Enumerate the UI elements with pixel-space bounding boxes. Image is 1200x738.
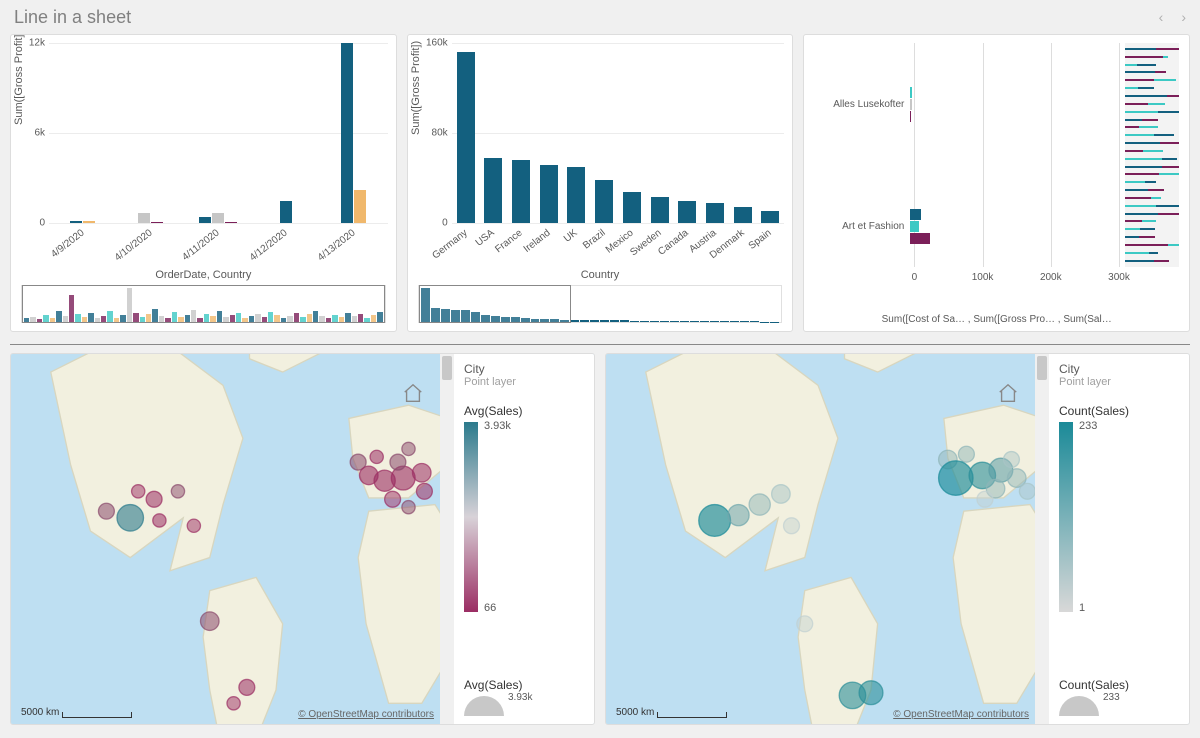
bar[interactable]: [910, 209, 920, 220]
nav-next[interactable]: ›: [1181, 9, 1186, 25]
bar[interactable]: [910, 87, 912, 98]
bar[interactable]: [910, 233, 929, 244]
map-point[interactable]: [117, 505, 144, 532]
bar[interactable]: [910, 111, 911, 122]
divider: [10, 344, 1190, 345]
map-point[interactable]: [390, 454, 406, 470]
map-point[interactable]: [98, 503, 114, 519]
chart-country[interactable]: Sum([Gross Profit]) 080k160k GermanyUSAF…: [407, 34, 794, 332]
map-point[interactable]: [1019, 483, 1035, 499]
bar[interactable]: [761, 211, 779, 223]
bar[interactable]: [280, 201, 292, 224]
page-title: Line in a sheet: [14, 7, 131, 28]
map-point[interactable]: [859, 681, 883, 705]
chart-orderdate-country[interactable]: Sum([Gross Profit]) 06k12k 4/9/20204/10/…: [10, 34, 397, 332]
chart-horizontal[interactable]: 0100k200k300k Alles LusekofterArt et Fas…: [803, 34, 1190, 332]
map2-legend: City Point layer Count(Sales) 233 1 Coun…: [1049, 354, 1189, 724]
chart3-minimap[interactable]: [1125, 43, 1179, 267]
map2-attribution[interactable]: © OpenStreetMap contributors: [893, 709, 1029, 720]
chart2-xlabel: Country: [408, 269, 793, 281]
category-label: Art et Fashion: [814, 221, 910, 232]
bar[interactable]: [138, 213, 150, 223]
map-count-sales[interactable]: City Point layer Count(Sales) 233 1 Coun…: [605, 353, 1190, 725]
bar[interactable]: [484, 158, 502, 223]
map2-scrollbar[interactable]: [1035, 354, 1049, 724]
bar[interactable]: [341, 43, 353, 223]
bar[interactable]: [83, 221, 95, 223]
map-point[interactable]: [977, 491, 993, 507]
map1-scale: 5000 km: [21, 707, 132, 718]
map-point[interactable]: [187, 519, 200, 532]
bar[interactable]: [567, 167, 585, 223]
bar[interactable]: [199, 217, 211, 223]
map-point[interactable]: [772, 485, 791, 504]
map-point[interactable]: [171, 485, 184, 498]
map-point[interactable]: [146, 491, 162, 507]
bar[interactable]: [151, 222, 163, 223]
map-point[interactable]: [728, 505, 749, 526]
bar[interactable]: [910, 99, 911, 110]
bar[interactable]: [651, 197, 669, 223]
bar[interactable]: [734, 207, 752, 223]
map1-legend: City Point layer Avg(Sales) 3.93k 66 Avg…: [454, 354, 594, 724]
bar[interactable]: [540, 165, 558, 224]
map-point[interactable]: [239, 679, 255, 695]
bar[interactable]: [354, 190, 366, 223]
category-label: Alles Lusekofter: [814, 99, 910, 110]
map-point[interactable]: [227, 697, 240, 710]
home-icon[interactable]: [402, 382, 424, 404]
map-point[interactable]: [797, 616, 813, 632]
bar[interactable]: [623, 192, 641, 224]
map-point[interactable]: [402, 442, 415, 455]
map-point[interactable]: [200, 612, 219, 631]
map1-scrollbar[interactable]: [440, 354, 454, 724]
bar[interactable]: [595, 180, 613, 223]
map1-attribution[interactable]: © OpenStreetMap contributors: [298, 709, 434, 720]
map-point[interactable]: [412, 463, 431, 482]
chart1-xlabel: OrderDate, Country: [11, 269, 396, 281]
bar[interactable]: [910, 221, 918, 232]
bar[interactable]: [678, 201, 696, 224]
bar[interactable]: [457, 52, 475, 223]
map-point[interactable]: [958, 446, 974, 462]
bar[interactable]: [225, 222, 237, 224]
bar[interactable]: [70, 221, 82, 223]
map-point[interactable]: [370, 450, 383, 463]
map-point[interactable]: [1004, 452, 1020, 468]
home-icon[interactable]: [997, 382, 1019, 404]
chart2-ylabel: Sum([Gross Profit]): [410, 41, 422, 135]
chart3-xlabel: Sum([Cost of Sa… , Sum([Gross Pro… , Sum…: [804, 314, 1189, 325]
chart2-minimap[interactable]: [418, 285, 783, 323]
nav-prev[interactable]: ‹: [1159, 9, 1164, 25]
map-point[interactable]: [699, 505, 731, 537]
map-point[interactable]: [153, 514, 166, 527]
bar[interactable]: [212, 213, 224, 224]
map-point[interactable]: [402, 501, 415, 514]
map-avg-sales[interactable]: City Point layer Avg(Sales) 3.93k 66 Avg…: [10, 353, 595, 725]
map-point[interactable]: [939, 461, 973, 495]
bar[interactable]: [706, 203, 724, 223]
bar[interactable]: [512, 160, 530, 223]
map-point[interactable]: [784, 518, 800, 534]
map-point[interactable]: [385, 491, 401, 507]
map-point[interactable]: [416, 483, 432, 499]
map-point[interactable]: [749, 494, 770, 515]
map-point[interactable]: [132, 485, 145, 498]
chart1-minimap[interactable]: [21, 285, 386, 323]
map2-scale: 5000 km: [616, 707, 727, 718]
